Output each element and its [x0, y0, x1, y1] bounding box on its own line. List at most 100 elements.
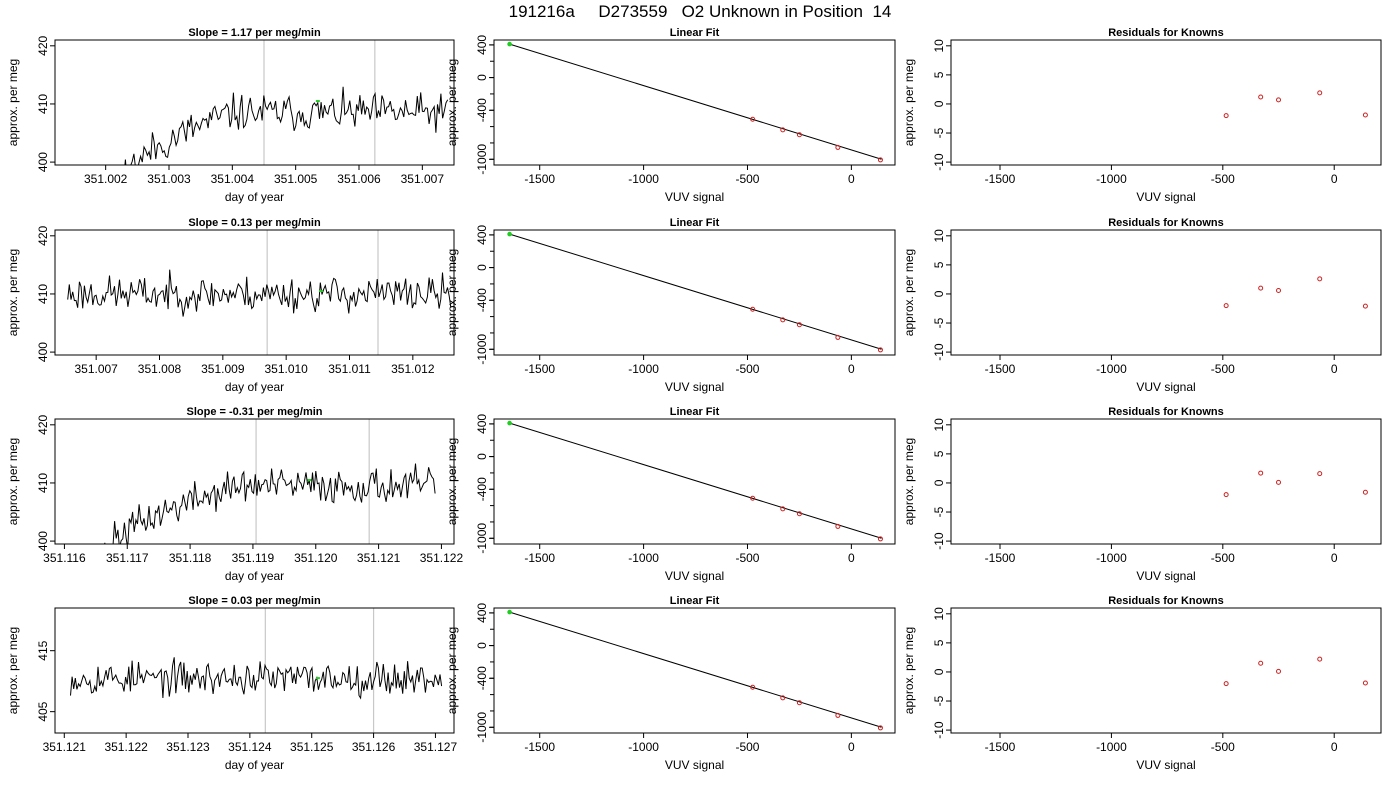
known-point: [796, 132, 802, 138]
residual-point: [1317, 656, 1323, 662]
x-axis-label: day of year: [225, 380, 284, 394]
y-tick-label: -10: [932, 343, 946, 361]
x-tick-label: -1000: [628, 740, 659, 754]
panel-title: Slope = 0.03 per meg/min: [188, 595, 321, 607]
residual-point: [1362, 489, 1368, 495]
x-tick-label: -1500: [985, 740, 1016, 754]
time-series-line: [104, 463, 436, 544]
y-tick-label: 5: [932, 450, 946, 457]
panel-title: Linear Fit: [670, 217, 720, 229]
plot-frame: [950, 418, 1382, 545]
x-tick-label: -500: [735, 362, 759, 376]
time-series-line: [70, 657, 443, 700]
x-tick-label: 351.008: [138, 362, 182, 376]
x-axis-label: VUV signal: [1136, 380, 1195, 394]
x-tick-label: 351.003: [147, 172, 191, 186]
y-tick-label: 400: [475, 225, 489, 245]
panel-2-2: Residuals for Knowns -1500 -1000 -500 0 -10 -5…: [902, 406, 1382, 583]
residual-point: [1362, 303, 1368, 309]
x-tick-label: -500: [1211, 172, 1235, 186]
panel-1-2: Residuals for Knowns -1500 -1000 -500 0 -10 -5…: [902, 217, 1382, 394]
panel-title: Residuals for Knowns: [1108, 217, 1224, 229]
x-tick-label: 351.126: [352, 740, 396, 754]
panel-0-0: Slope = 1.17 per meg/min 351.002 351.003 35…: [6, 27, 455, 204]
x-axis-label: day of year: [225, 569, 284, 583]
time-series-line: [124, 86, 449, 165]
known-point: [835, 712, 841, 718]
x-tick-label: -500: [735, 551, 759, 565]
known-point: [780, 127, 786, 133]
y-axis-label: approx. per meg: [902, 59, 916, 146]
residual-point: [1223, 113, 1229, 119]
y-axis-label: approx. per meg: [6, 627, 20, 714]
plot-frame: [950, 607, 1382, 734]
known-point: [750, 116, 756, 122]
y-tick-label: 10: [932, 607, 946, 621]
known-point: [796, 322, 802, 328]
known-point: [835, 523, 841, 529]
x-tick-label: 0: [1331, 551, 1338, 565]
x-tick-label: 351.005: [274, 172, 318, 186]
y-tick-label: 10: [932, 39, 946, 53]
y-tick-label: 10: [932, 418, 946, 432]
x-tick-label: -1000: [1096, 362, 1127, 376]
panel-title: Residuals for Knowns: [1108, 406, 1224, 418]
x-tick-label: -1000: [628, 172, 659, 186]
y-axis-label: approx. per meg: [6, 59, 20, 146]
residual-point: [1362, 112, 1368, 118]
panel-3-2: Residuals for Knowns -1500 -1000 -500 0 -10 -5…: [902, 595, 1382, 772]
panel-title: Linear Fit: [670, 27, 720, 39]
time-series-line: [67, 269, 452, 317]
y-tick-label: -400: [475, 288, 489, 312]
x-tick-label: 0: [848, 172, 855, 186]
x-tick-label: -1500: [524, 551, 555, 565]
y-axis-label: approx. per meg: [902, 249, 916, 336]
fit-line: [509, 422, 882, 539]
x-tick-label: -1000: [1096, 172, 1127, 186]
residual-point: [1258, 660, 1264, 666]
residual-point: [1317, 90, 1323, 96]
x-tick-label: 351.120: [294, 551, 338, 565]
x-tick-label: 351.119: [232, 551, 275, 565]
known-point: [750, 495, 756, 501]
y-tick-label: -10: [932, 532, 946, 550]
x-tick-label: -1500: [985, 362, 1016, 376]
y-tick-label: 410: [36, 473, 50, 493]
x-axis-label: VUV signal: [665, 190, 724, 204]
known-point: [750, 306, 756, 312]
residual-point: [1223, 303, 1229, 309]
x-tick-label: 351.117: [106, 551, 149, 565]
y-tick-label: 0: [475, 642, 489, 649]
x-tick-label: -1000: [1096, 740, 1127, 754]
residual-point: [1276, 287, 1282, 293]
y-axis-label: approx. per meg: [902, 438, 916, 525]
y-axis-label: approx. per meg: [445, 249, 459, 336]
y-axis-label: approx. per meg: [445, 59, 459, 146]
plot-frame: [493, 607, 896, 734]
panel-0-1: Linear Fit -1500 -1000 -500 0 400 0 -400 -1000 VU…: [445, 27, 896, 204]
known-point: [877, 347, 883, 353]
x-tick-label: 351.006: [337, 172, 381, 186]
panel-1-1: Linear Fit -1500 -1000 -500 0 400 0 -400 -1000 VU…: [445, 217, 896, 394]
known-point: [835, 144, 841, 150]
known-point: [780, 506, 786, 512]
plot-frame: [54, 418, 455, 545]
y-axis-label: approx. per meg: [902, 627, 916, 714]
x-axis-label: day of year: [225, 758, 284, 772]
known-point: [877, 725, 883, 731]
y-tick-label: -400: [475, 666, 489, 690]
panel-1-0: Slope = 0.13 per meg/min 351.007 351.008 35…: [6, 217, 455, 394]
y-axis-label: approx. per meg: [445, 438, 459, 525]
known-point: [780, 317, 786, 323]
y-tick-label: 400: [475, 603, 489, 623]
x-axis-label: VUV signal: [1136, 190, 1195, 204]
x-axis-label: day of year: [225, 190, 284, 204]
x-tick-label: 351.007: [401, 172, 445, 186]
x-tick-label: 0: [1331, 740, 1338, 754]
plot-frame: [493, 229, 896, 356]
x-tick-label: -500: [1211, 551, 1235, 565]
x-tick-label: 351.010: [264, 362, 308, 376]
y-axis-label: approx. per meg: [445, 627, 459, 714]
